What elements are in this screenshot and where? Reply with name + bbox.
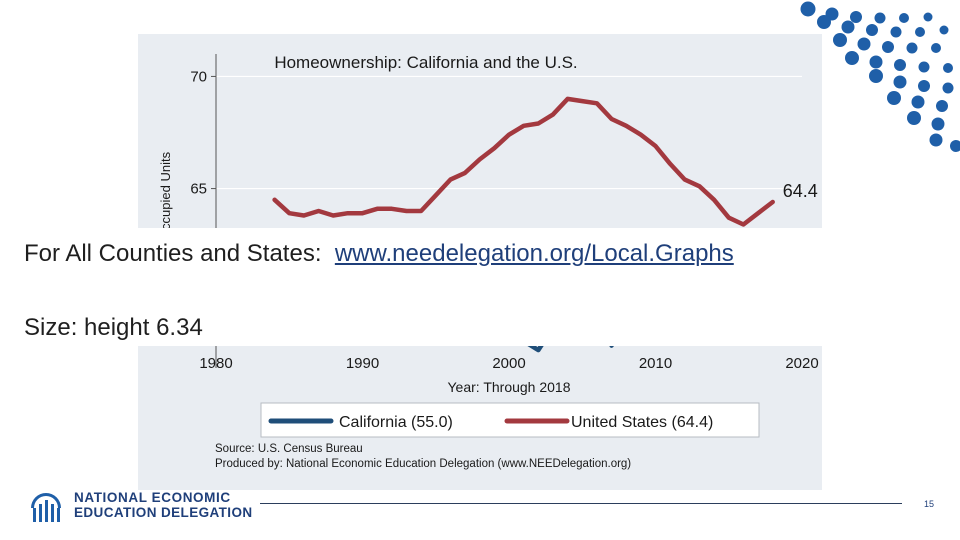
decorative-dot [857,37,871,51]
page-number: 15 [924,499,935,509]
data-point-california [537,349,540,351]
decorative-dot [918,80,930,92]
data-point-united-states [771,201,774,203]
x-tick-label: 1980 [199,355,232,372]
data-point-united-states [332,214,334,217]
decorative-dot [950,140,960,152]
y-axis-label: Occupied Units [158,151,173,240]
data-point-united-states [552,113,554,116]
data-point-united-states [391,208,393,210]
decorative-dot [923,12,933,22]
data-point-united-states [478,158,481,161]
data-point-united-states [464,172,466,174]
x-tick-label: 2010 [639,355,672,372]
decorative-dot [929,133,943,147]
data-point-united-states [435,194,437,197]
footer-divider [260,503,902,504]
decorative-dot [915,27,925,37]
decorative-dot [850,11,862,23]
data-point-united-states [376,208,378,210]
decorative-dot [874,12,886,24]
data-point-united-states [581,100,584,102]
decorative-dot [894,59,906,71]
data-point-united-states [610,118,613,120]
chart-produced-by: Produced by: National Economic Education… [215,458,631,470]
data-point-united-states [684,178,686,181]
decorative-dot [845,51,859,65]
data-point-united-states [654,145,657,147]
data-point-united-states [566,98,569,100]
decorative-dot [918,61,930,73]
decorative-dot [942,82,954,94]
text-overlay: For All Counties and States: www.needele… [0,228,960,346]
data-point-united-states [405,210,408,212]
x-tick-label: 1990 [346,355,379,372]
data-point-united-states [361,212,364,214]
x-axis-label: Year: Through 2018 [448,379,571,395]
chart-source: Source: U.S. Census Bureau [215,443,363,455]
data-point-united-states [347,212,349,214]
y-tick-label: 65 [190,181,207,198]
decorative-dot-pattern [800,1,960,152]
data-point-united-states [713,199,715,201]
data-point-united-states [288,212,291,214]
decorative-dot [931,43,941,53]
decorative-dot [800,1,816,17]
data-point-united-states [317,210,320,212]
decorative-dot [893,75,907,89]
decorative-dot [890,26,902,38]
x-tick-label: 2000 [492,355,525,372]
decorative-dot [939,25,949,35]
chart-title: Homeownership: California and the U.S. [274,53,577,72]
decorative-dot [943,63,953,73]
data-point-united-states [493,147,496,149]
size-line: Size: height 6.34 [24,314,203,341]
decorative-dot [833,33,847,47]
data-point-united-states [537,122,540,125]
data-point-united-states [742,223,745,226]
data-point-united-states [522,125,525,127]
decorative-dot [906,42,918,54]
decorative-dot [907,111,921,125]
need-logo: NATIONAL ECONOMIC EDUCATION DELEGATION [24,486,254,526]
data-point-united-states [508,133,510,136]
data-point-united-states [303,214,305,217]
legend-label-california: California (55.0) [339,414,453,431]
decorative-dot [887,91,901,105]
data-point-united-states [728,216,730,219]
decorative-dot [936,100,948,112]
data-point-united-states [420,210,422,212]
series-end-label: 64.4 [783,181,818,201]
data-point-united-states [669,163,671,165]
data-point-united-states [698,185,701,188]
decorative-dot [817,15,831,29]
legend-label-united-states: United States (64.4) [571,414,713,431]
decorative-dot [866,24,878,36]
decorative-dot [869,69,883,83]
decorative-dot [899,13,909,23]
counties-line: For All Counties and States: www.needele… [24,240,734,268]
data-point-united-states [273,199,276,201]
decorative-dot [869,55,883,69]
data-point-united-states [640,133,642,136]
logo-text-line2: EDUCATION DELEGATION [74,505,253,520]
y-tick-label: 70 [190,68,207,85]
logo-mark-icon [31,493,61,522]
data-point-united-states [596,102,598,105]
x-tick-label: 2020 [785,355,818,372]
logo-text-line1: NATIONAL ECONOMIC [74,490,231,505]
decorative-dot [882,41,894,53]
decorative-dot [841,20,855,34]
series-line-united-states [272,96,775,227]
counties-link[interactable]: www.needelegation.org/Local.Graphs [334,240,734,267]
data-point-united-states [625,125,627,127]
decorative-dot [911,95,925,109]
decorative-dot [931,117,945,131]
counties-label: For All Counties and States: [24,240,322,267]
data-point-united-states [449,178,452,181]
data-point-united-states [757,212,759,214]
